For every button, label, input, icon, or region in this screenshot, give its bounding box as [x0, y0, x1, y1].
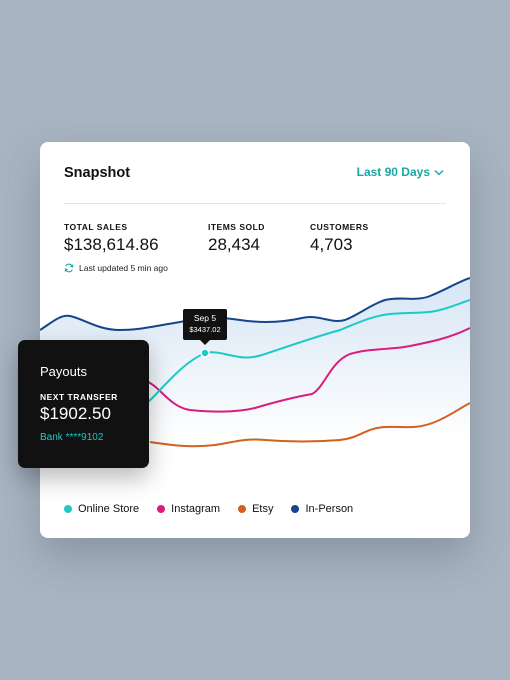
legend-item-in-person[interactable]: In-Person [291, 503, 353, 515]
tooltip-date: Sep 5 [193, 313, 217, 323]
legend-dot [64, 505, 72, 513]
legend-item-etsy[interactable]: Etsy [238, 503, 273, 515]
chevron-down-icon [434, 169, 444, 175]
refresh-icon [64, 263, 74, 273]
stat-value: $138,614.86 [64, 235, 159, 254]
legend-item-instagram[interactable]: Instagram [157, 503, 220, 515]
stat-items-sold: ITEMS SOLD 28,434 [208, 222, 265, 255]
etsy-line [149, 402, 470, 448]
bank-account: Bank ****9102 [40, 432, 104, 443]
chart-tooltip: Sep 5 $3437.02 [183, 309, 227, 345]
date-range-label: Last 90 Days [356, 165, 430, 179]
next-transfer-amount: $1902.50 [40, 404, 111, 423]
in-person-line [40, 277, 470, 332]
stat-customers: CUSTOMERS 4,703 [310, 222, 369, 255]
last-updated-text: Last updated 5 min ago [79, 263, 168, 273]
next-transfer-label: NEXT TRANSFER [40, 392, 118, 402]
tooltip-value: $3437.02 [189, 325, 221, 334]
stat-value: 28,434 [208, 235, 260, 254]
legend-label: Etsy [252, 503, 274, 515]
instagram-line [147, 327, 470, 413]
stat-label: ITEMS SOLD [208, 222, 265, 232]
card-title: Snapshot [64, 165, 131, 181]
stat-label: CUSTOMERS [310, 222, 369, 232]
legend-item-online-store[interactable]: Online Store [64, 503, 139, 515]
payouts-title: Payouts [40, 364, 87, 379]
legend-label: Online Store [78, 503, 140, 515]
legend-dot [238, 505, 247, 513]
payouts-card[interactable]: Payouts NEXT TRANSFER $1902.50 Bank ****… [18, 340, 149, 468]
header-divider [64, 203, 446, 204]
chart-legend: Online Store Instagram Etsy In-Person [64, 503, 371, 515]
tooltip-point [200, 348, 210, 358]
date-range-dropdown[interactable]: Last 90 Days [357, 165, 444, 179]
last-updated: Last updated 5 min ago [64, 263, 168, 273]
legend-label: In-Person [305, 503, 354, 515]
legend-label: Instagram [171, 503, 221, 515]
legend-dot [157, 505, 166, 513]
legend-dot [291, 505, 300, 513]
stat-label: TOTAL SALES [64, 222, 128, 232]
stat-value: 4,703 [310, 235, 353, 254]
stat-total-sales: TOTAL SALES $138,614.86 [64, 222, 159, 255]
